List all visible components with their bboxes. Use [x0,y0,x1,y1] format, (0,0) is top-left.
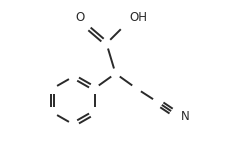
Text: O: O [76,11,85,24]
Text: N: N [181,110,189,123]
Text: OH: OH [130,11,148,24]
